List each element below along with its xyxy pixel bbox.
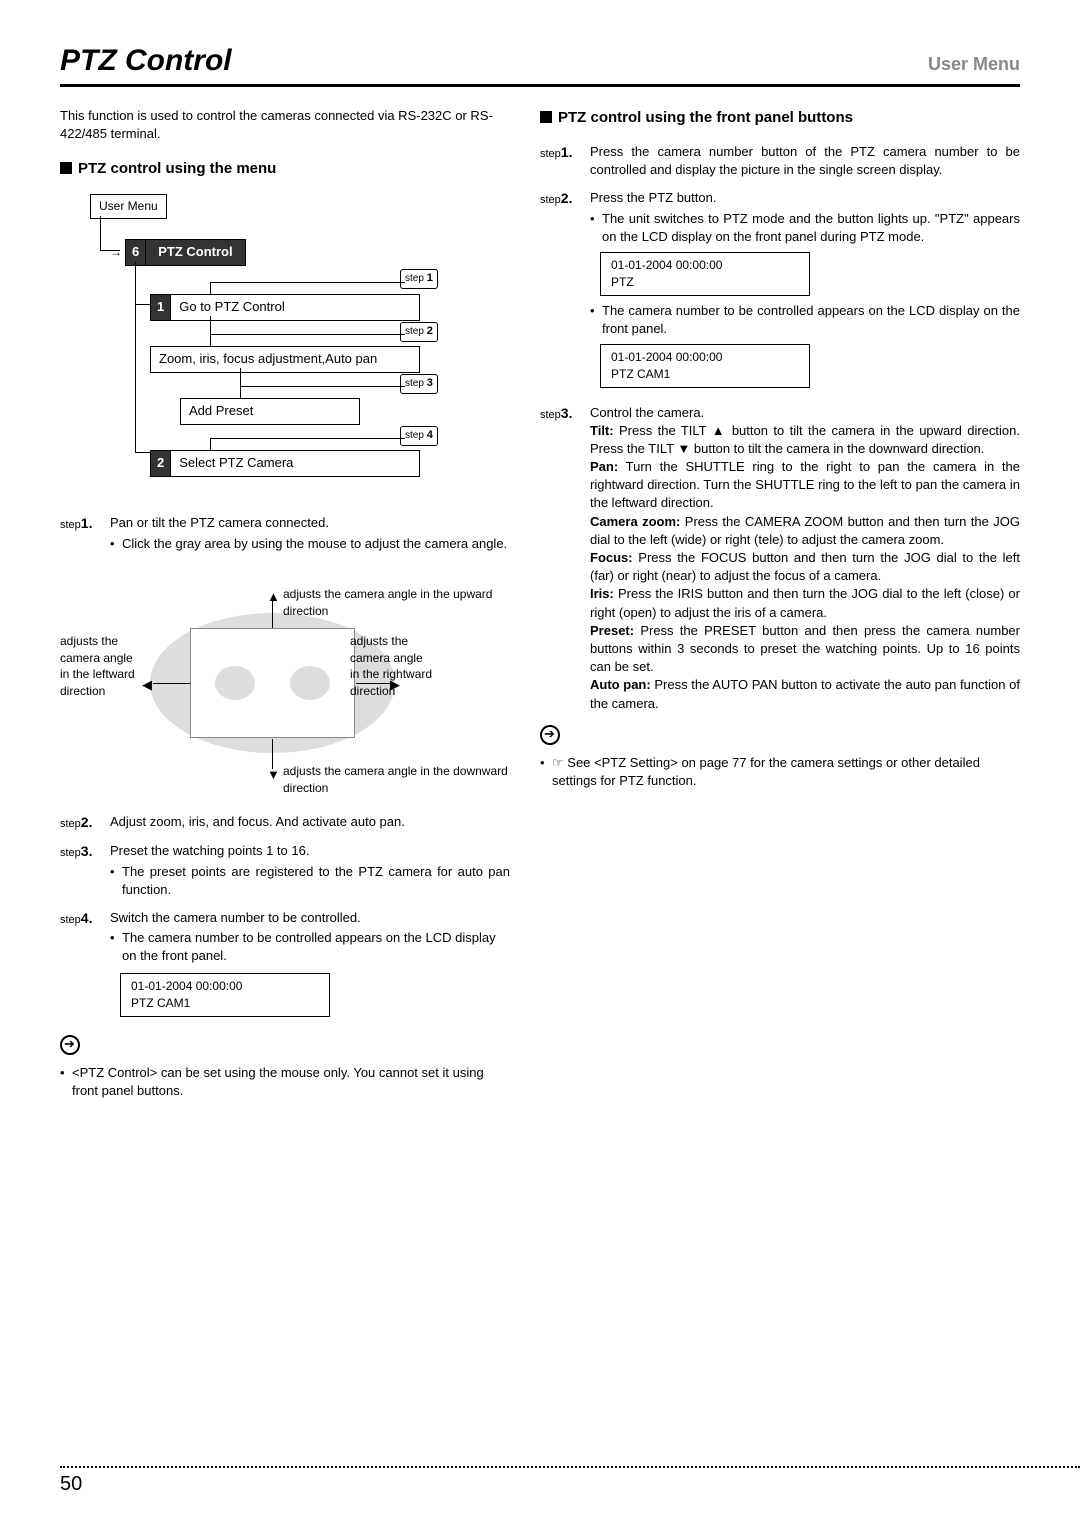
menu-row2-text: Zoom, iris, focus adjustment,Auto pan xyxy=(150,346,420,372)
arrow-left-icon: ◀ xyxy=(142,676,152,694)
menu-row1-text: Go to PTZ Control xyxy=(171,294,420,320)
left-step2: step2. Adjust zoom, iris, and focus. And… xyxy=(60,813,510,833)
bullet-square-icon xyxy=(60,162,72,174)
menu-row4-text: Select PTZ Camera xyxy=(171,450,420,476)
dotted-divider xyxy=(60,1466,1080,1468)
right-step1: step1. Press the camera number button of… xyxy=(540,143,1020,179)
lcd-display-r2: 01-01-2004 00:00:00PTZ CAM1 xyxy=(600,344,810,388)
bullet-square-icon xyxy=(540,111,552,123)
lcd-display-r1: 01-01-2004 00:00:00PTZ xyxy=(600,252,810,296)
up-annotation: adjusts the camera angle in the upward d… xyxy=(283,586,510,620)
arrow-up-icon: ▲ xyxy=(267,588,280,606)
note-icon xyxy=(60,1035,80,1055)
note-right xyxy=(540,725,1020,750)
menu-row1-num: 1 xyxy=(150,294,171,320)
menu-node6-label: PTZ Control xyxy=(146,239,245,265)
left-annotation: adjusts the camera angle in the leftward… xyxy=(60,633,135,700)
right-subheading: PTZ control using the front panel button… xyxy=(540,107,1020,128)
step-tag-2: step 2 xyxy=(400,322,438,341)
left-note-text: <PTZ Control> can be set using the mouse… xyxy=(72,1064,510,1100)
note-left xyxy=(60,1035,510,1060)
page-header: PTZ Control User Menu xyxy=(60,40,1020,87)
preset-desc: Preset: Press the PRESET button and then… xyxy=(590,622,1020,677)
arrow-right-icon: → xyxy=(110,244,122,261)
step-tag-1: step 1 xyxy=(400,269,438,288)
menu-root-box: User Menu xyxy=(90,194,167,219)
left-step3: step3. Preset the watching points 1 to 1… xyxy=(60,842,510,899)
intro-text: This function is used to control the cam… xyxy=(60,107,510,143)
left-step1: step1. Pan or tilt the PTZ camera connec… xyxy=(60,514,510,552)
right-step2: step2. Press the PTZ button. •The unit s… xyxy=(540,189,1020,393)
page-number: 50 xyxy=(60,1470,82,1498)
left-step4: step4. Switch the camera number to be co… xyxy=(60,909,510,1023)
down-annotation: adjusts the camera angle in the downward… xyxy=(283,763,510,797)
ptz-angle-diagram: ▲ adjusts the camera angle in the upward… xyxy=(60,568,510,798)
focus-desc: Focus: Press the FOCUS button and then t… xyxy=(590,549,1020,585)
right-annotation: adjusts the camera angle in the rightwar… xyxy=(350,633,432,700)
step-tag-4: step 4 xyxy=(400,426,438,445)
tilt-desc: Tilt: Press the TILT ▲ button to tilt th… xyxy=(590,422,1020,458)
zoom-desc: Camera zoom: Press the CAMERA ZOOM butto… xyxy=(590,513,1020,549)
note-icon xyxy=(540,725,560,745)
iris-desc: Iris: Press the IRIS button and then tur… xyxy=(590,585,1020,621)
menu-tree-diagram: User Menu → 6 PTZ Control step 1 1 Go to… xyxy=(80,194,510,494)
left-subheading: PTZ control using the menu xyxy=(60,158,510,179)
hand-icon: ☞ xyxy=(552,755,564,770)
right-note-text: ☞ See <PTZ Setting> on page 77 for the c… xyxy=(552,754,1020,790)
page-title: PTZ Control xyxy=(60,40,232,82)
menu-row4-num: 2 xyxy=(150,450,171,476)
arrow-down-icon: ▼ xyxy=(267,766,280,784)
menu-row3-text: Add Preset xyxy=(180,398,360,424)
pan-desc: Pan: Turn the SHUTTLE ring to the right … xyxy=(590,458,1020,513)
lcd-display-left: 01-01-2004 00:00:00PTZ CAM1 xyxy=(120,973,330,1017)
autopan-desc: Auto pan: Press the AUTO PAN button to a… xyxy=(590,676,1020,712)
header-section: User Menu xyxy=(928,52,1020,77)
step-tag-3: step 3 xyxy=(400,374,438,393)
right-step3: step3. Control the camera. Tilt: Press t… xyxy=(540,404,1020,713)
